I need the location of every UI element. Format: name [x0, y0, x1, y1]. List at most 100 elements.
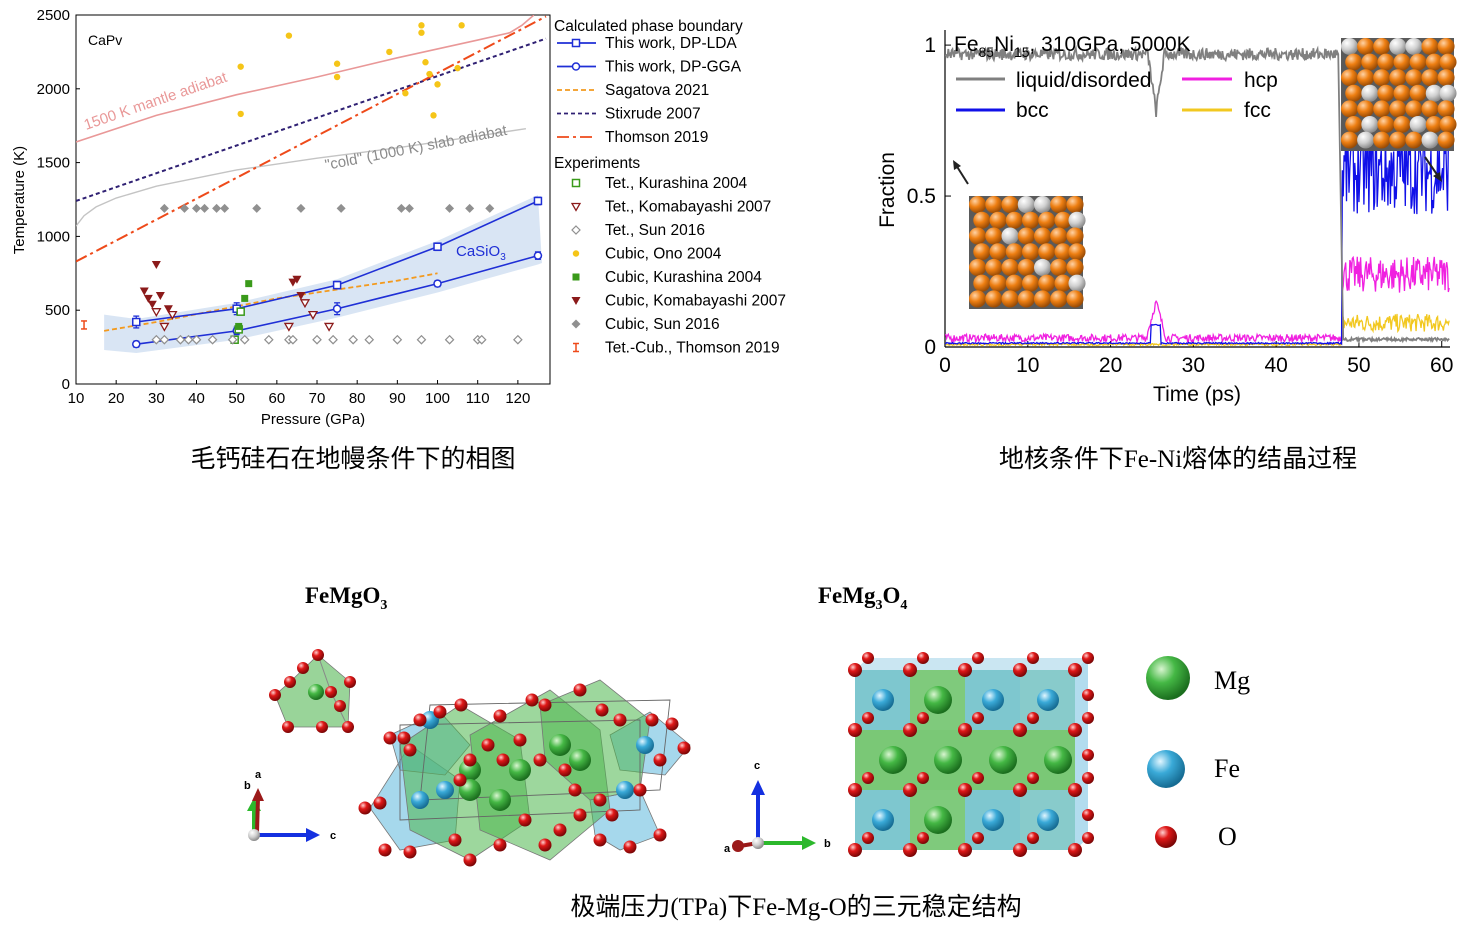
fe-atom [1373, 38, 1391, 55]
fe-atom [969, 258, 987, 277]
fe-atom [989, 243, 1007, 261]
o-atom [1027, 832, 1039, 844]
mg-atom [924, 686, 952, 714]
data-point [239, 334, 250, 345]
o-atom [972, 652, 984, 664]
mg-atom [879, 746, 907, 774]
data-point [445, 203, 455, 213]
data-point [364, 334, 375, 345]
femg3o4-structure [848, 652, 1094, 857]
legend-marker [571, 62, 581, 71]
data-point [132, 317, 141, 327]
data-point [333, 60, 341, 67]
fe-atom [1033, 227, 1052, 245]
fe-atom [1389, 131, 1407, 149]
fe-atom [982, 809, 1004, 831]
data-point [183, 334, 194, 345]
x-tick-label: 10 [1016, 354, 1039, 377]
feni-crystallization-chart: 0 10 20 30 40 50 60 0 0.5 1 Fe85Ni15, 310GPa, 500… [876, 30, 1457, 406]
mantle-adiabat-curve [76, 15, 535, 143]
o-atom [958, 843, 972, 857]
data-point [212, 203, 222, 213]
o-atom [525, 693, 539, 707]
data-point [433, 242, 442, 251]
slab-adiabat-curve [76, 127, 527, 227]
legend-line-label: Stixrude 2007 [605, 106, 701, 123]
y-tick-label: 0.5 [907, 185, 936, 208]
o-atom [533, 753, 547, 767]
fe-atom [1373, 69, 1391, 87]
fe-atom [1421, 69, 1439, 87]
data-point [465, 203, 475, 213]
atom-legend: Mg Fe O [1146, 656, 1250, 851]
o-atom [972, 772, 984, 784]
axis-b-label: b [824, 838, 831, 850]
fe-atom [1341, 131, 1358, 149]
o-atom [553, 823, 567, 837]
x-tick-label: 20 [1099, 354, 1122, 377]
fe-atom [1377, 53, 1395, 71]
caption-capv: 毛钙硅石在地幔条件下的相图 [190, 445, 515, 473]
o-atom [493, 838, 507, 852]
data-point [333, 73, 341, 81]
o-atom [1027, 652, 1039, 664]
data-point [283, 322, 295, 332]
y-tick-label: 2500 [37, 7, 70, 24]
data-point [404, 203, 414, 213]
o-atom [397, 731, 411, 745]
x-tick-label: 50 [1347, 354, 1370, 377]
data-point [167, 310, 178, 320]
x-tick-label: 30 [1182, 354, 1205, 377]
data-point [386, 48, 393, 56]
data-point [288, 278, 298, 287]
legend-experiment-label: Tet.-Cub., Thomson 2019 [605, 340, 780, 357]
data-point [296, 291, 306, 300]
data-curves [76, 15, 547, 354]
slab-adiabat-label: "cold" (1000 K) slab adiabat [324, 122, 510, 174]
fe-atom [1393, 115, 1411, 133]
o-atom [653, 753, 667, 767]
data-point [392, 334, 403, 345]
fe-atom [1437, 100, 1455, 118]
chart-title: Fe85Ni15, 310GPa, 5000K [954, 33, 1191, 60]
fe-atom [1357, 69, 1375, 87]
axis-ticks: 10 20 30 40 50 60 70 80 90 100 110 120 0 500 1000 1500 2… [37, 7, 531, 407]
x-axis-label: Pressure (GPa) [261, 411, 365, 428]
ni-atom [1017, 196, 1035, 214]
fe-atom [1405, 131, 1423, 149]
data-point [348, 334, 359, 345]
y-tick-label: 2000 [37, 81, 70, 98]
fe-atom [1437, 69, 1455, 87]
ni-atom [1357, 131, 1375, 149]
o-atom [917, 652, 929, 664]
fe-atom [969, 196, 987, 214]
o-atom [958, 783, 972, 797]
mg-atom [934, 746, 962, 774]
legend-label-fcc: fcc [1244, 99, 1271, 122]
plot-frame [75, 14, 551, 385]
fe-atom [973, 211, 991, 229]
fe-atom [989, 211, 1007, 229]
fe-atom [421, 711, 439, 729]
o-atom [1027, 712, 1039, 724]
fe-atom [1373, 100, 1391, 118]
o-atom [593, 793, 607, 807]
data-point [323, 322, 335, 332]
y-tick-label: 0 [62, 376, 70, 393]
data-point [155, 291, 165, 300]
legend-label-liquid: liquid/disorded [1016, 69, 1151, 92]
data-point [332, 304, 342, 313]
x-tick-label: 0 [939, 354, 951, 377]
o-atom [538, 698, 552, 712]
data-point [263, 334, 274, 345]
data-point [485, 203, 495, 213]
data-point [143, 294, 153, 303]
o-atom [1013, 663, 1027, 677]
o-atom [1082, 652, 1094, 664]
o-atom [677, 741, 691, 755]
femgo3-structure [358, 679, 691, 867]
o-atom [917, 832, 929, 844]
data-point [159, 322, 170, 332]
fe-atom [1038, 211, 1056, 229]
legend-mg: Mg [1214, 666, 1250, 695]
